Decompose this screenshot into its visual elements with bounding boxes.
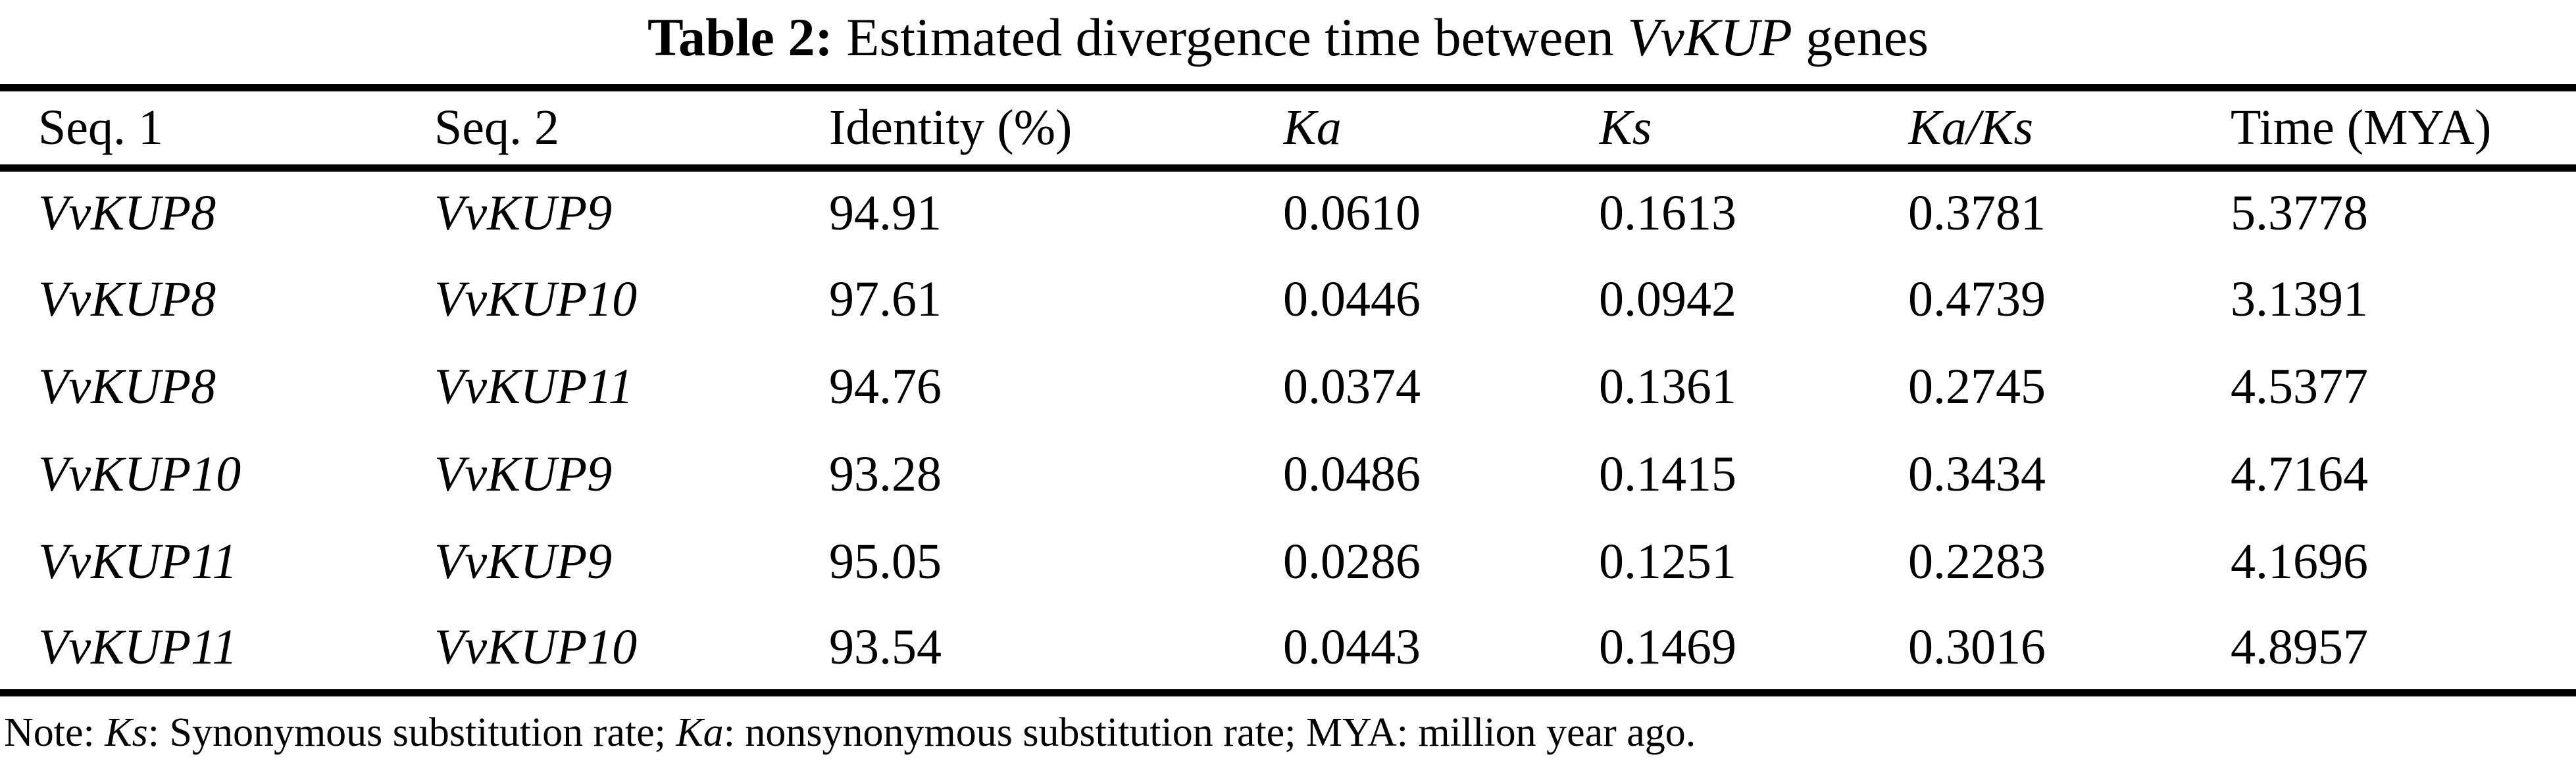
table-cell: 0.0446 [1283, 271, 1421, 327]
table-cell: 3.1391 [2231, 271, 2368, 327]
table-cell: 0.0443 [1283, 619, 1421, 675]
table-cell: 0.2745 [1908, 358, 2046, 414]
table-row: VvKUP11 VvKUP9 95.05 0.0286 0.1251 0.2283 4.16… [0, 518, 2576, 606]
column-header: Ka [1283, 100, 1342, 155]
column-header: Seq. 2 [434, 100, 559, 155]
note-segment: : Synonymous substitution rate; [147, 710, 676, 755]
table-cell: VvKUP8 [38, 271, 216, 327]
title-segment: Estimated divergence time between [832, 7, 1628, 67]
note-segment: Note: [4, 710, 105, 755]
table-cell: 5.3778 [2231, 185, 2368, 241]
table-cell: 0.0374 [1283, 358, 1421, 414]
table-title: Table 2: Estimated divergence time betwe… [0, 0, 2576, 84]
table-cell: 0.0286 [1283, 533, 1421, 589]
table-row: VvKUP8 VvKUP10 97.61 0.0446 0.0942 0.4739 3.13… [0, 256, 2576, 343]
note-segment: : nonsynonymous substitution rate; MYA: … [723, 710, 1696, 755]
column-header: Identity (%) [829, 100, 1073, 155]
table-cell: VvKUP10 [38, 446, 241, 502]
table-header: Seq. 1 Seq. 2 Identity (%) Ka Ks Ka/Ks Time (M… [0, 88, 2576, 168]
column-header: Ks [1599, 100, 1652, 155]
table-body: VvKUP8 VvKUP9 94.91 0.0610 0.1613 0.3781 5.377… [0, 168, 2576, 693]
table-cell: 0.1415 [1599, 446, 1736, 502]
table-cell: 4.8957 [2231, 619, 2368, 675]
table-cell: 0.4739 [1908, 271, 2046, 327]
divergence-table: Seq. 1 Seq. 2 Identity (%) Ka Ks Ka/Ks Time (M… [0, 84, 2576, 696]
title-segment: VvKUP [1627, 7, 1792, 67]
table-cell: VvKUP9 [434, 185, 613, 241]
table-cell: 0.1613 [1599, 185, 1736, 241]
table-note: Note: Ks: Synonymous substitution rate; … [0, 696, 2576, 756]
header-row: Seq. 1 Seq. 2 Identity (%) Ka Ks Ka/Ks Time (M… [0, 88, 2576, 168]
table-cell: VvKUP8 [38, 358, 216, 414]
table-cell: 0.1361 [1599, 358, 1736, 414]
table-cell: VvKUP9 [434, 446, 613, 502]
table-cell: 93.28 [829, 446, 942, 502]
table-cell: 4.7164 [2231, 446, 2368, 502]
table-cell: VvKUP11 [38, 619, 238, 675]
table-cell: 0.0942 [1599, 271, 1736, 327]
table-cell: 0.0610 [1283, 185, 1421, 241]
table-cell: 95.05 [829, 533, 942, 589]
table-cell: VvKUP11 [38, 533, 238, 589]
table-row: VvKUP10 VvKUP9 93.28 0.0486 0.1415 0.3434 4.71… [0, 431, 2576, 518]
table-cell: VvKUP11 [434, 358, 634, 414]
table-cell: VvKUP9 [434, 533, 613, 589]
note-segment: Ks [105, 710, 148, 755]
column-header: Ka/Ks [1908, 100, 2034, 155]
table-cell: 0.1469 [1599, 619, 1736, 675]
table-cell: 93.54 [829, 619, 942, 675]
table-cell: 4.1696 [2231, 533, 2368, 589]
table-cell: VvKUP10 [434, 271, 638, 327]
table-row: VvKUP11 VvKUP10 93.54 0.0443 0.1469 0.3016 4.8… [0, 606, 2576, 693]
table-row: VvKUP8 VvKUP9 94.91 0.0610 0.1613 0.3781 5.377… [0, 168, 2576, 256]
table-cell: 0.3016 [1908, 619, 2046, 675]
title-segment: genes [1792, 7, 1929, 67]
table-cell: 94.76 [829, 358, 942, 414]
table-cell: 0.0486 [1283, 446, 1421, 502]
table-cell: 0.3434 [1908, 446, 2046, 502]
table-cell: VvKUP8 [38, 185, 216, 241]
title-segment: Table 2: [647, 7, 833, 67]
table-cell: 0.2283 [1908, 533, 2046, 589]
table-cell: 0.1251 [1599, 533, 1736, 589]
column-header: Time (MYA) [2231, 100, 2492, 155]
table-cell: 0.3781 [1908, 185, 2046, 241]
table-cell: 97.61 [829, 271, 942, 327]
table-row: VvKUP8 VvKUP11 94.76 0.0374 0.1361 0.2745 4.53… [0, 343, 2576, 431]
table-cell: 4.5377 [2231, 358, 2368, 414]
table-cell: VvKUP10 [434, 619, 638, 675]
column-header: Seq. 1 [38, 100, 163, 155]
note-segment: Ka [676, 710, 724, 755]
table-cell: 94.91 [829, 185, 942, 241]
